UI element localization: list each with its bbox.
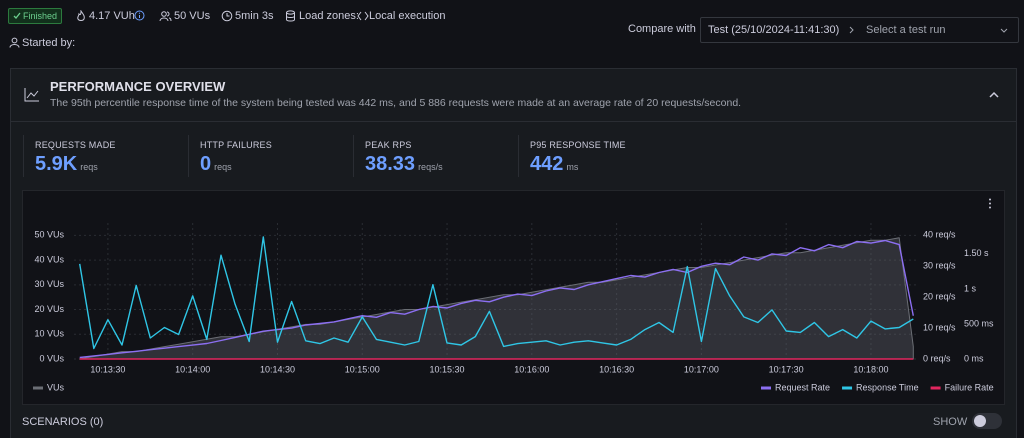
compare-label: Compare with (628, 23, 696, 35)
x-tick-label: 10:14:30 (260, 364, 295, 374)
stat: REQUESTS MADE 5.9K reqs (23, 135, 185, 177)
y3-tick-label: 500 ms (964, 318, 994, 328)
flame-icon (77, 10, 85, 21)
scenarios-toggle[interactable] (972, 413, 1002, 429)
started-by: Started by: (22, 37, 76, 49)
compare-select[interactable]: Test (25/10/2024-11:41:30) Select a test… (700, 17, 1019, 43)
duration: 5min 3s (235, 10, 274, 22)
chart: 10:13:30 10:14:00 10:14:30 10:15:00 10:15:30… (33, 223, 994, 392)
series-area (79, 237, 914, 360)
series-line (79, 236, 914, 350)
load-zones-value: Local execution (369, 10, 446, 22)
stat: P95 RESPONSE TIME 442 ms (518, 135, 680, 177)
stat-label: PEAK RPS (365, 140, 412, 150)
chevron-down-icon (1000, 28, 1008, 33)
info-icon[interactable] (134, 10, 145, 21)
x-tick-label: 10:18:00 (853, 364, 888, 374)
legend-label: Response Time (856, 382, 919, 392)
stat: PEAK RPS 38.33 reqs/s (353, 135, 515, 177)
code-icon (357, 11, 369, 21)
users-icon (159, 11, 172, 22)
stat-value: 0 (200, 153, 212, 175)
y3-tick-label: 1 s (964, 283, 977, 293)
y-tick-label: 50 VUs (34, 230, 64, 240)
stat-value-row: 38.33 reqs/s (365, 153, 515, 175)
scenarios-title: SCENARIOS (0) (22, 416, 104, 428)
stat-label: HTTP FAILURES (200, 140, 272, 150)
chart-icon (24, 88, 39, 102)
toggle-knob (974, 415, 986, 427)
clock-icon (221, 10, 233, 22)
stat-value: 38.33 (365, 153, 416, 175)
stat-value-row: 0 reqs (200, 153, 350, 175)
overview-title: PERFORMANCE OVERVIEW (50, 79, 226, 94)
x-tick-label: 10:15:30 (430, 364, 465, 374)
database-icon (286, 10, 295, 22)
check-icon (13, 12, 21, 19)
y3-tick-label: 0 ms (964, 353, 984, 363)
divider (11, 121, 1016, 122)
y2-tick-label: 20 req/s (923, 292, 956, 302)
stat: HTTP FAILURES 0 reqs (188, 135, 350, 177)
y-tick-label: 0 VUs (39, 353, 64, 363)
collapse-icon[interactable] (989, 91, 999, 98)
scenarios-toggle-label: SHOW (933, 416, 968, 428)
status-text: Finished (23, 11, 58, 21)
overview-panel: PERFORMANCE OVERVIEW The 95th percentile… (10, 68, 1017, 438)
stat-value: 442 (530, 153, 564, 175)
user-icon (9, 37, 20, 48)
y2-tick-label: 0 req/s (923, 353, 951, 363)
x-tick-label: 10:14:00 (175, 364, 210, 374)
stat-label: P95 RESPONSE TIME (530, 140, 626, 150)
compare-test: Test (25/10/2024-11:41:30) (708, 24, 840, 36)
legend-label: Request Rate (775, 382, 830, 392)
y-tick-label: 10 VUs (34, 329, 64, 339)
y2-tick-label: 30 req/s (923, 261, 956, 271)
status-badge: Finished (8, 8, 63, 24)
stat-value-row: 5.9K reqs (35, 153, 185, 175)
y-tick-label: 20 VUs (34, 304, 64, 314)
legend-label: Failure Rate (945, 382, 994, 392)
stat-unit: ms (566, 162, 579, 172)
x-tick-label: 10:17:30 (769, 364, 804, 374)
vus: 50 VUs (174, 10, 211, 22)
y-tick-label: 40 VUs (34, 254, 64, 264)
menu-icon[interactable] (988, 198, 992, 209)
stat-label: REQUESTS MADE (35, 140, 116, 150)
x-tick-label: 10:13:30 (90, 364, 125, 374)
stat-unit: reqs/s (418, 162, 443, 172)
y-tick-label: 30 VUs (34, 279, 64, 289)
x-tick-label: 10:15:00 (345, 364, 380, 374)
x-tick-label: 10:16:00 (514, 364, 549, 374)
series-line (79, 239, 914, 359)
overview-description: The 95th percentile response time of the… (50, 97, 742, 109)
y2-tick-label: 40 req/s (923, 230, 956, 240)
vuh: 4.17 VUh (89, 10, 135, 22)
legend-label: VUs (47, 382, 65, 392)
x-tick-label: 10:17:00 (684, 364, 719, 374)
stat-unit: reqs (80, 162, 98, 172)
stat-value: 5.9K (35, 153, 78, 175)
chevron-right-icon (849, 26, 854, 34)
y2-tick-label: 10 req/s (923, 322, 956, 332)
chart-panel: 10:13:30 10:14:00 10:14:30 10:15:00 10:15:30… (22, 190, 1005, 405)
y3-tick-label: 1.50 s (964, 248, 989, 258)
x-tick-label: 10:16:30 (599, 364, 634, 374)
compare-placeholder: Select a test run (866, 24, 946, 36)
load-zones-label: Load zones: (299, 10, 359, 22)
stat-unit: reqs (214, 162, 232, 172)
stat-value-row: 442 ms (530, 153, 680, 175)
